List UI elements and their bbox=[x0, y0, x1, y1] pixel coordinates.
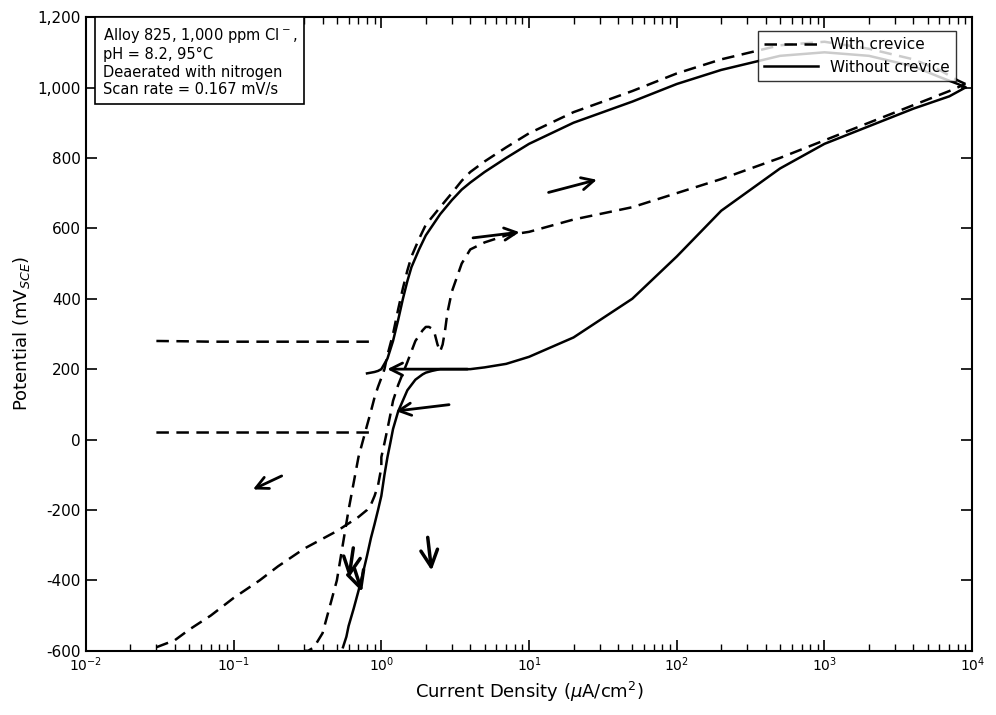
Without crevice bbox=[381, 453, 393, 461]
With crevice bbox=[298, 544, 310, 553]
With crevice bbox=[523, 227, 535, 236]
With crevice bbox=[205, 611, 217, 620]
With crevice bbox=[819, 136, 831, 144]
With crevice bbox=[169, 636, 181, 644]
With crevice bbox=[426, 325, 438, 333]
With crevice bbox=[401, 358, 413, 366]
With crevice bbox=[392, 380, 404, 389]
With crevice bbox=[863, 119, 874, 127]
With crevice bbox=[369, 492, 380, 500]
Without crevice bbox=[500, 360, 512, 368]
Without crevice bbox=[943, 92, 955, 101]
With crevice bbox=[361, 506, 373, 514]
Without crevice bbox=[523, 352, 535, 361]
Without crevice bbox=[464, 365, 476, 373]
With crevice bbox=[959, 79, 971, 88]
Without crevice bbox=[774, 164, 786, 173]
With crevice bbox=[464, 245, 476, 254]
With crevice bbox=[150, 643, 162, 651]
Without crevice bbox=[409, 375, 421, 384]
Without crevice bbox=[670, 252, 682, 261]
Without crevice bbox=[337, 643, 349, 651]
With crevice bbox=[715, 174, 727, 183]
With crevice bbox=[441, 309, 453, 317]
Without crevice bbox=[907, 104, 919, 113]
With crevice bbox=[436, 340, 448, 349]
With crevice bbox=[434, 347, 446, 356]
Legend: With crevice, Without crevice: With crevice, Without crevice bbox=[758, 31, 956, 81]
With crevice bbox=[416, 326, 428, 335]
Y-axis label: Potential (mV$_{SCE}$): Potential (mV$_{SCE}$) bbox=[11, 257, 32, 411]
Without crevice bbox=[819, 139, 831, 148]
With crevice bbox=[353, 513, 365, 521]
With crevice bbox=[375, 453, 387, 461]
Without crevice bbox=[401, 386, 413, 395]
With crevice bbox=[943, 87, 955, 95]
Without crevice bbox=[392, 407, 404, 415]
Without crevice bbox=[426, 367, 438, 375]
Without crevice bbox=[353, 586, 365, 595]
With crevice bbox=[409, 337, 421, 345]
With crevice bbox=[420, 322, 432, 331]
With crevice bbox=[254, 576, 266, 585]
Without crevice bbox=[343, 622, 355, 631]
Without crevice bbox=[384, 439, 396, 448]
Without crevice bbox=[361, 551, 373, 560]
Without crevice bbox=[446, 365, 458, 373]
With crevice bbox=[331, 527, 343, 536]
Without crevice bbox=[434, 365, 446, 373]
With crevice bbox=[387, 397, 399, 405]
Without crevice bbox=[959, 83, 971, 92]
With crevice bbox=[439, 326, 451, 335]
With crevice bbox=[381, 425, 393, 433]
With crevice bbox=[774, 154, 786, 162]
With crevice bbox=[456, 260, 468, 268]
Without crevice bbox=[863, 122, 874, 131]
Without crevice bbox=[348, 604, 360, 613]
With crevice bbox=[384, 410, 396, 419]
With crevice bbox=[479, 238, 491, 247]
With crevice bbox=[228, 593, 240, 602]
With crevice bbox=[626, 203, 638, 212]
Without crevice bbox=[341, 632, 353, 641]
Line: With crevice: With crevice bbox=[156, 84, 965, 647]
With crevice bbox=[373, 481, 384, 490]
Without crevice bbox=[416, 370, 428, 379]
Without crevice bbox=[479, 363, 491, 372]
Without crevice bbox=[369, 520, 380, 528]
With crevice bbox=[423, 322, 435, 331]
Without crevice bbox=[568, 333, 580, 342]
Without crevice bbox=[378, 470, 390, 479]
With crevice bbox=[365, 500, 376, 509]
Without crevice bbox=[365, 534, 376, 543]
With crevice bbox=[378, 439, 390, 448]
Without crevice bbox=[626, 295, 638, 303]
Without crevice bbox=[357, 569, 369, 578]
With crevice bbox=[907, 101, 919, 109]
Without crevice bbox=[441, 365, 453, 373]
Text: Alloy 825, 1,000 ppm Cl$^-$,
pH = 8.2, 95°C
Deaerated with nitrogen
Scan rate = : Alloy 825, 1,000 ppm Cl$^-$, pH = 8.2, 9… bbox=[103, 26, 297, 97]
X-axis label: Current Density ($\mu$A/cm$^2$): Current Density ($\mu$A/cm$^2$) bbox=[414, 680, 643, 704]
Without crevice bbox=[373, 506, 384, 514]
Without crevice bbox=[420, 368, 432, 377]
With crevice bbox=[375, 463, 387, 472]
With crevice bbox=[568, 215, 580, 224]
With crevice bbox=[446, 287, 458, 296]
Without crevice bbox=[456, 365, 468, 373]
With crevice bbox=[183, 626, 195, 634]
With crevice bbox=[429, 330, 441, 338]
With crevice bbox=[500, 231, 512, 240]
Line: Without crevice: Without crevice bbox=[343, 87, 965, 647]
Without crevice bbox=[715, 207, 727, 215]
With crevice bbox=[670, 189, 682, 197]
With crevice bbox=[272, 562, 284, 571]
With crevice bbox=[431, 340, 443, 349]
Without crevice bbox=[387, 425, 399, 433]
Without crevice bbox=[375, 492, 387, 500]
